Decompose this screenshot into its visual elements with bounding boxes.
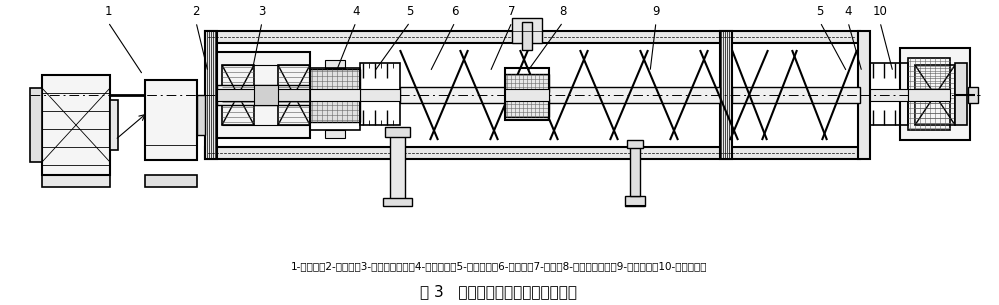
Bar: [385, 127, 410, 137]
Bar: [42, 175, 110, 187]
Bar: [30, 88, 42, 162]
Bar: [310, 98, 360, 122]
Bar: [900, 48, 970, 140]
Bar: [145, 175, 197, 187]
Bar: [145, 80, 197, 160]
Text: 10: 10: [872, 5, 887, 18]
Bar: [968, 87, 978, 103]
Bar: [627, 140, 643, 148]
Bar: [325, 60, 345, 68]
Bar: [390, 135, 405, 200]
Text: 图 3   改造后螺旋输送机结构示意图: 图 3 改造后螺旋输送机结构示意图: [421, 284, 577, 299]
Bar: [110, 100, 118, 150]
Bar: [360, 63, 400, 125]
Bar: [858, 31, 870, 159]
Text: 5: 5: [407, 5, 414, 18]
Bar: [400, 87, 720, 103]
Bar: [310, 69, 360, 93]
Bar: [630, 146, 640, 196]
Bar: [217, 89, 310, 101]
Text: 6: 6: [452, 5, 459, 18]
Text: 4: 4: [353, 5, 360, 18]
Bar: [325, 130, 345, 138]
Bar: [205, 147, 860, 159]
Bar: [360, 89, 400, 101]
Bar: [217, 52, 310, 138]
Bar: [205, 31, 860, 43]
Bar: [310, 68, 360, 130]
Bar: [505, 99, 549, 117]
Bar: [908, 58, 950, 130]
Bar: [720, 31, 732, 159]
Bar: [505, 74, 549, 92]
Bar: [383, 198, 412, 206]
Bar: [278, 65, 310, 125]
Text: 2: 2: [192, 5, 200, 18]
Bar: [505, 68, 549, 120]
Text: 9: 9: [652, 5, 659, 18]
Bar: [915, 65, 955, 125]
Bar: [222, 65, 254, 125]
Text: 7: 7: [508, 5, 515, 18]
Bar: [217, 85, 310, 105]
Bar: [42, 75, 110, 175]
Bar: [505, 89, 549, 101]
Bar: [522, 22, 532, 50]
Text: 5: 5: [816, 5, 824, 18]
Bar: [625, 196, 645, 206]
Bar: [908, 89, 950, 101]
Bar: [512, 18, 542, 43]
Bar: [870, 89, 908, 101]
Bar: [197, 95, 205, 135]
Text: 4: 4: [844, 5, 852, 18]
Text: 1-电动机；2-减速机；3-止推轴承装置；4-填料密封；5-迷宫密封；6-螺旋轴；7-机体；8-悬挂轴承装置；9-固定螺栓；10-平轴承装置: 1-电动机；2-减速机；3-止推轴承装置；4-填料密封；5-迷宫密封；6-螺旋轴…: [291, 261, 707, 271]
Bar: [254, 85, 278, 105]
Text: 1: 1: [104, 5, 112, 18]
Bar: [205, 31, 217, 159]
Bar: [310, 89, 360, 101]
Text: 3: 3: [259, 5, 266, 18]
Bar: [955, 63, 967, 125]
Bar: [870, 63, 908, 125]
Bar: [732, 87, 860, 103]
Text: 8: 8: [559, 5, 566, 18]
